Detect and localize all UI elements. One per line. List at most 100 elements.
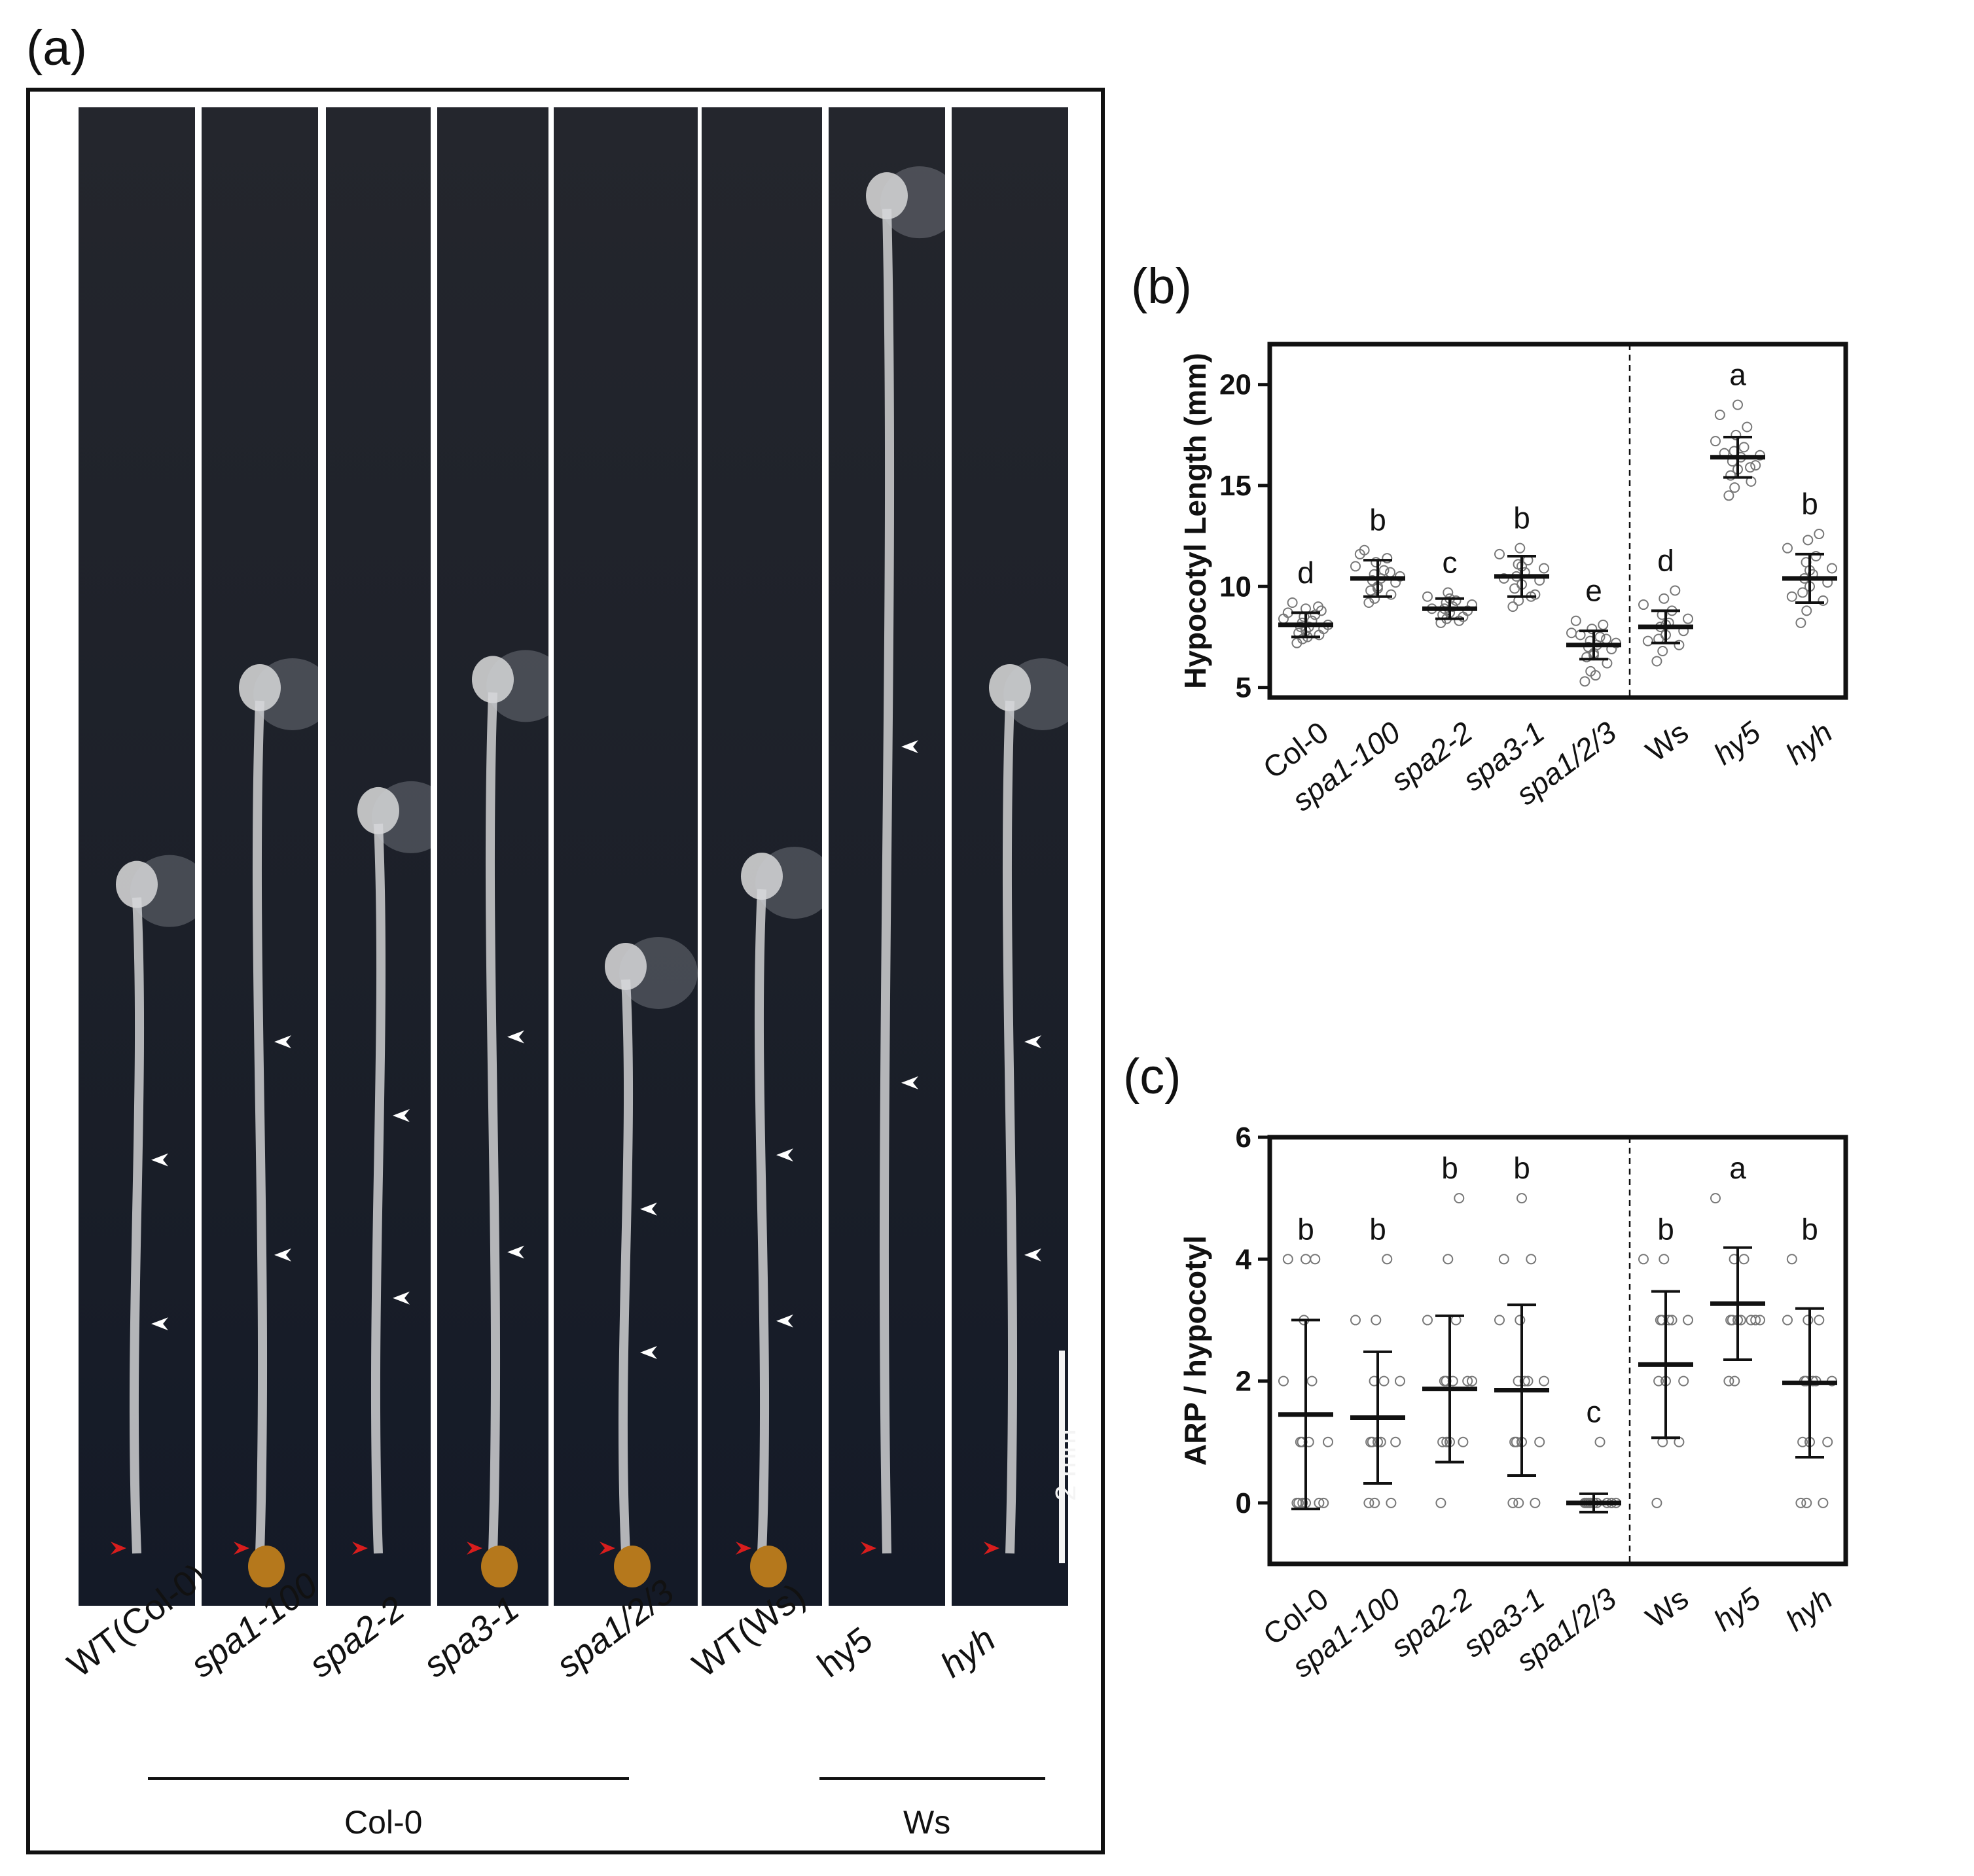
y-tick-label: 5 <box>1236 672 1251 704</box>
data-point <box>1738 1254 1750 1265</box>
seedling-strip <box>202 107 318 1606</box>
data-point <box>1729 482 1740 493</box>
leaf <box>880 166 945 239</box>
significance-letter: b <box>1513 1151 1530 1185</box>
data-point <box>1382 1254 1393 1265</box>
data-point <box>1801 1497 1812 1508</box>
data-point <box>1638 599 1649 611</box>
data-point <box>1803 535 1814 546</box>
data-point <box>1278 613 1289 624</box>
data-point <box>1814 529 1825 540</box>
data-point <box>1755 1315 1765 1326</box>
plot-frame <box>1267 342 1848 700</box>
data-point <box>1435 1497 1446 1508</box>
data-point <box>1507 601 1518 612</box>
data-point <box>1579 676 1590 687</box>
data-point <box>1814 1315 1825 1326</box>
significance-letter: b <box>1441 1151 1458 1185</box>
cotyledon <box>239 664 281 711</box>
x-tick-label: spa2-2 <box>1384 1581 1479 1663</box>
data-point <box>1441 1436 1452 1447</box>
data-point <box>1827 563 1837 574</box>
white-arrowhead <box>901 1076 918 1089</box>
data-point <box>1642 635 1653 646</box>
white-arrowhead <box>507 1030 524 1044</box>
hypocotyl <box>618 979 634 1554</box>
data-point <box>1735 1315 1746 1326</box>
data-point <box>1519 1375 1530 1387</box>
seedling-strip <box>554 107 698 1606</box>
white-arrowhead <box>393 1291 410 1305</box>
seed-coat <box>248 1546 285 1587</box>
white-arrowhead <box>507 1245 524 1259</box>
data-point <box>1729 1375 1740 1387</box>
data-point <box>1601 633 1612 645</box>
data-point <box>1810 551 1821 561</box>
data-point <box>1303 1436 1314 1447</box>
data-point <box>1732 399 1743 410</box>
data-point <box>1359 544 1370 556</box>
cotyledon <box>741 853 783 900</box>
ws-group-label: Ws <box>903 1804 951 1841</box>
data-point <box>1371 1315 1382 1326</box>
data-point <box>1306 1375 1318 1387</box>
data-point <box>1282 607 1293 618</box>
x-tick-label: Ws <box>1640 1581 1695 1635</box>
white-arrowhead <box>640 1346 657 1360</box>
seedling-strip <box>952 107 1068 1606</box>
y-tick-label: 0 <box>1236 1487 1251 1519</box>
data-point <box>1507 1497 1518 1508</box>
data-point <box>1594 631 1606 643</box>
plot-frame <box>1267 1135 1848 1566</box>
data-point <box>1526 1254 1537 1265</box>
data-point <box>1515 1315 1526 1326</box>
significance-letter: b <box>1369 503 1386 537</box>
data-point <box>1570 615 1581 626</box>
col0-group-line <box>148 1777 629 1780</box>
data-point <box>1382 553 1393 564</box>
data-point <box>1494 548 1505 559</box>
data-point <box>1822 1436 1833 1447</box>
leaf <box>372 781 431 853</box>
data-point <box>1786 1254 1797 1265</box>
data-point <box>1803 1315 1814 1326</box>
data-point <box>1293 1497 1304 1508</box>
data-point <box>1750 1315 1761 1326</box>
significance-letter: b <box>1801 487 1818 521</box>
cotyledon <box>116 860 158 908</box>
white-arrowhead <box>274 1248 291 1262</box>
data-point <box>1378 1375 1390 1387</box>
data-point <box>1314 1497 1325 1508</box>
data-point <box>1786 591 1797 602</box>
data-point <box>1422 1315 1433 1326</box>
red-arrowhead <box>861 1542 876 1555</box>
data-point <box>1350 1315 1361 1326</box>
data-point <box>1657 646 1668 657</box>
data-point <box>1395 1375 1405 1387</box>
hypocotyl <box>754 889 770 1554</box>
data-point <box>1674 639 1685 650</box>
leaf <box>130 855 195 927</box>
significance-letter: b <box>1657 1212 1674 1246</box>
seedling-strip <box>702 107 822 1606</box>
red-arrowhead <box>984 1542 999 1555</box>
data-point <box>1447 1375 1458 1387</box>
data-point <box>1818 595 1829 606</box>
data-point <box>1742 421 1753 433</box>
data-point <box>1797 587 1808 598</box>
data-point <box>1516 1193 1527 1204</box>
scale-bar <box>1059 1351 1065 1563</box>
significance-letter: d <box>1657 543 1674 577</box>
seed-coat <box>614 1546 651 1587</box>
data-point <box>1386 589 1397 600</box>
y-axis-label: ARP / hypocotyl <box>1178 1235 1212 1466</box>
data-point <box>1797 1436 1808 1447</box>
red-arrowhead <box>467 1542 482 1555</box>
data-point <box>1375 1436 1386 1447</box>
data-point <box>1515 542 1526 554</box>
data-point <box>1462 1375 1473 1387</box>
data-point <box>1590 670 1601 681</box>
ws-group-line <box>819 1777 1045 1780</box>
seedling-drawing <box>467 650 548 1587</box>
